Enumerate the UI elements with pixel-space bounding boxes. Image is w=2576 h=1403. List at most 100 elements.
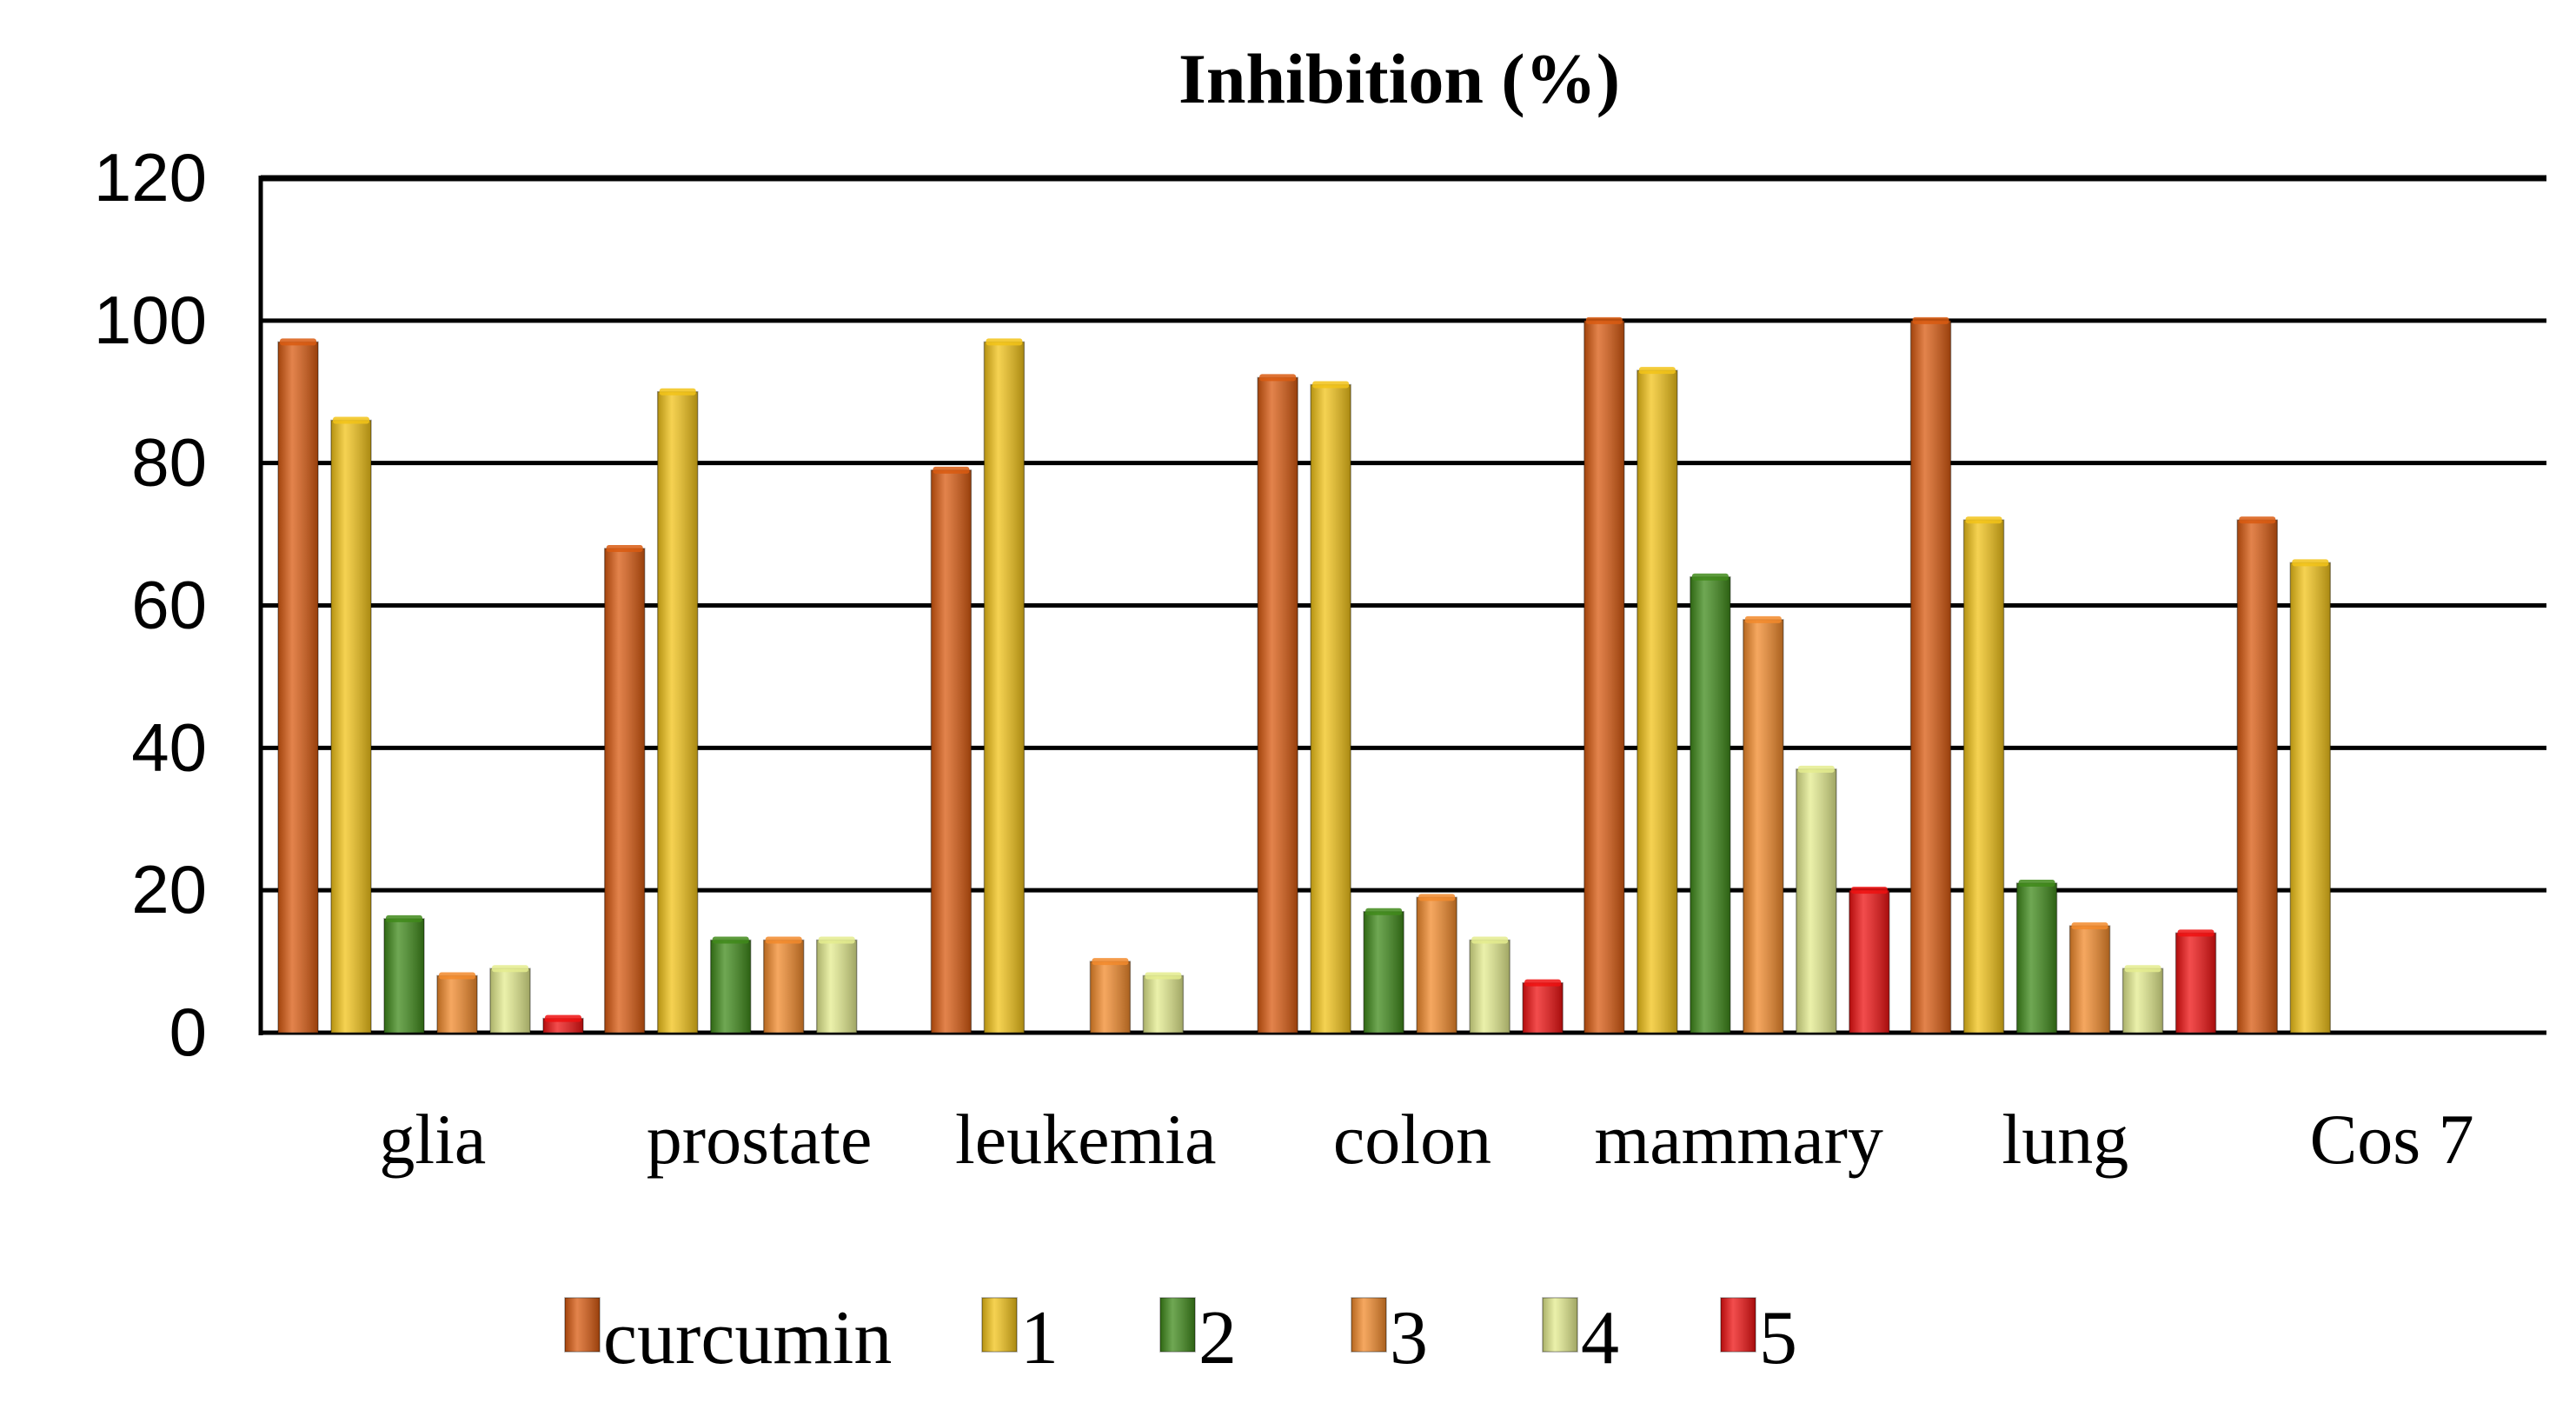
bar-cap: [1585, 316, 1623, 324]
bar-cap: [2018, 879, 2055, 887]
bar-shading: [543, 1018, 583, 1033]
bar-shading: [2122, 968, 2163, 1033]
bar-shading: [1470, 940, 1510, 1033]
bar-cap: [818, 936, 855, 944]
bar-cap: [1638, 367, 1676, 375]
bar-cap: [1744, 615, 1782, 623]
legend-label: 2: [1198, 1296, 1237, 1380]
legend-label: 5: [1759, 1296, 1797, 1380]
legend-label: 1: [1020, 1296, 1059, 1380]
bar-shading: [2290, 562, 2331, 1033]
x-tick-label: glia: [379, 1100, 486, 1179]
bar-cap: [1365, 908, 1403, 915]
bar-shading: [1690, 576, 1730, 1033]
bar-cap: [2177, 929, 2214, 937]
bar-cap: [545, 1014, 581, 1022]
x-tick-label: leukemia: [955, 1100, 1217, 1179]
y-tick-label: 40: [131, 708, 207, 785]
bar-cap: [492, 965, 528, 973]
bar-shading: [1849, 890, 1889, 1033]
bar-cap: [1259, 374, 1297, 382]
bar-cap: [1312, 381, 1350, 389]
bar-shading: [1143, 975, 1184, 1033]
bar-shading: [763, 940, 804, 1033]
y-tick-label: 80: [131, 424, 207, 501]
bars: [277, 316, 2332, 1034]
x-tick-label: colon: [1333, 1100, 1491, 1179]
bar-cap: [1965, 516, 2002, 524]
x-tick-label: lung: [2002, 1100, 2129, 1179]
bar-shading: [931, 469, 972, 1033]
legend: curcumin 1 2 3 4 5: [564, 1296, 1797, 1380]
bar-cap: [1691, 573, 1729, 581]
x-axis-labels: glia prostate leukemia colon mammary lung Cos …: [379, 1100, 2473, 1179]
bar-shading: [1796, 768, 1836, 1033]
legend-swatch-shading: [1351, 1298, 1386, 1352]
legend-label: curcumin: [603, 1296, 892, 1380]
chart-title: Inhibition (%): [1178, 39, 1620, 118]
bar-shading: [657, 391, 698, 1033]
bar-cap: [1912, 316, 1949, 324]
bar-shading: [1417, 897, 1457, 1033]
y-tick-label: 100: [94, 282, 207, 358]
bar-cap: [2292, 559, 2329, 567]
legend-swatch-shading: [1160, 1298, 1195, 1352]
bar-cap: [2239, 516, 2276, 524]
bar-cap: [386, 914, 422, 922]
bar-cap: [1418, 894, 1456, 901]
legend-swatch-shading: [1721, 1298, 1756, 1352]
bar-shading: [710, 940, 751, 1033]
x-tick-label: prostate: [647, 1100, 873, 1179]
legend-swatch-shading: [565, 1298, 600, 1352]
bar-shading: [490, 968, 530, 1033]
bar-cap: [606, 544, 643, 552]
bar-shading: [1637, 370, 1677, 1033]
y-tick-label: 60: [131, 567, 207, 643]
bar-shading: [1258, 377, 1298, 1033]
legend-swatch-shading: [1543, 1298, 1577, 1352]
bar-cap: [280, 338, 316, 346]
legend-label: 4: [1581, 1296, 1619, 1380]
bar-shading: [2016, 882, 2057, 1033]
bar-cap: [1524, 979, 1562, 987]
x-tick-label: Cos 7: [2310, 1100, 2474, 1179]
bar-shading: [604, 548, 645, 1033]
bar-cap: [333, 416, 369, 424]
x-tick-label: mammary: [1594, 1100, 1882, 1179]
y-tick-label: 120: [94, 139, 207, 216]
legend-label: 3: [1390, 1296, 1428, 1380]
bar-shading: [2175, 933, 2216, 1033]
bar-cap: [765, 936, 802, 944]
y-tick-label: 20: [131, 851, 207, 928]
bar-shading: [1523, 982, 1564, 1033]
bar-shading: [2069, 926, 2110, 1033]
bar-shading: [1583, 320, 1624, 1033]
legend-swatch-shading: [982, 1298, 1017, 1352]
bar-shading: [1963, 520, 2004, 1033]
bar-shading: [1364, 911, 1404, 1033]
bar-cap: [2124, 965, 2161, 973]
bar-shading: [331, 420, 371, 1033]
bar-cap: [712, 936, 749, 944]
bar-shading: [1311, 384, 1351, 1033]
bar-shading: [278, 342, 318, 1033]
bar-cap: [1092, 958, 1129, 966]
bar-shading: [2237, 520, 2278, 1033]
bar-cap: [659, 388, 696, 396]
y-axis-ticks: 0 20 40 60 80 100 120: [94, 139, 207, 1070]
bar-cap: [1471, 936, 1509, 944]
bar-cap: [933, 466, 970, 474]
bar-cap: [986, 338, 1023, 346]
bar-cap: [1145, 972, 1182, 980]
bar-shading: [437, 975, 477, 1033]
bar-shading: [1090, 961, 1131, 1033]
bar-shading: [1743, 619, 1783, 1033]
gridlines: [258, 175, 2546, 1035]
bar-shading: [384, 918, 424, 1033]
bar-shading: [816, 940, 857, 1033]
bar-cap: [1850, 887, 1888, 894]
bar-cap: [2071, 922, 2108, 930]
bar-shading: [1910, 320, 1951, 1033]
bar-shading: [984, 342, 1025, 1033]
